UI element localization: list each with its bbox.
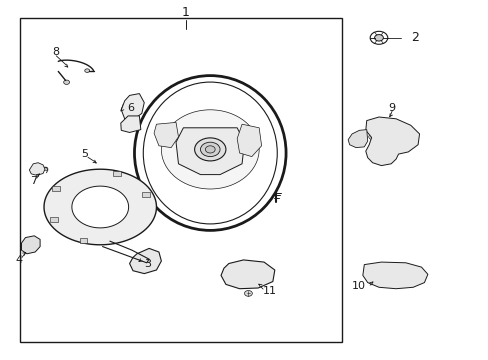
Text: 5: 5 <box>81 149 88 159</box>
Ellipse shape <box>143 82 277 224</box>
Text: 4: 4 <box>15 255 22 265</box>
Text: 8: 8 <box>53 47 60 57</box>
Bar <box>113 171 121 176</box>
Text: 3: 3 <box>144 258 151 269</box>
Polygon shape <box>176 128 244 175</box>
Circle shape <box>244 291 252 296</box>
Circle shape <box>205 146 215 153</box>
Bar <box>50 217 58 222</box>
Bar <box>52 186 60 191</box>
Circle shape <box>374 35 383 41</box>
Polygon shape <box>221 260 274 289</box>
Circle shape <box>134 108 140 113</box>
Polygon shape <box>44 169 156 245</box>
Polygon shape <box>21 236 40 254</box>
Circle shape <box>388 139 393 142</box>
Bar <box>142 192 150 197</box>
Circle shape <box>200 142 220 157</box>
Circle shape <box>407 275 412 278</box>
Circle shape <box>386 272 390 275</box>
Polygon shape <box>72 186 128 228</box>
Polygon shape <box>347 130 367 148</box>
Text: 7: 7 <box>30 176 37 186</box>
Bar <box>80 238 87 243</box>
Bar <box>20 18 342 342</box>
Circle shape <box>368 134 376 140</box>
Circle shape <box>63 80 69 84</box>
Circle shape <box>386 137 395 144</box>
Polygon shape <box>121 116 141 132</box>
Circle shape <box>406 273 414 280</box>
Polygon shape <box>237 124 261 157</box>
Text: 9: 9 <box>388 103 395 113</box>
Polygon shape <box>362 262 427 289</box>
Polygon shape <box>129 248 161 274</box>
Circle shape <box>43 167 48 171</box>
Polygon shape <box>154 122 178 148</box>
Text: 11: 11 <box>263 286 277 296</box>
Text: 6: 6 <box>127 103 134 113</box>
Circle shape <box>128 105 134 109</box>
Polygon shape <box>365 117 419 166</box>
Text: 1: 1 <box>182 6 189 19</box>
Circle shape <box>84 69 89 72</box>
Ellipse shape <box>161 110 259 189</box>
Polygon shape <box>29 163 45 175</box>
Circle shape <box>369 31 387 44</box>
Text: 2: 2 <box>410 31 418 44</box>
Text: 10: 10 <box>351 281 365 291</box>
Circle shape <box>194 138 225 161</box>
Circle shape <box>383 270 393 277</box>
Ellipse shape <box>134 76 285 230</box>
Polygon shape <box>121 94 144 121</box>
